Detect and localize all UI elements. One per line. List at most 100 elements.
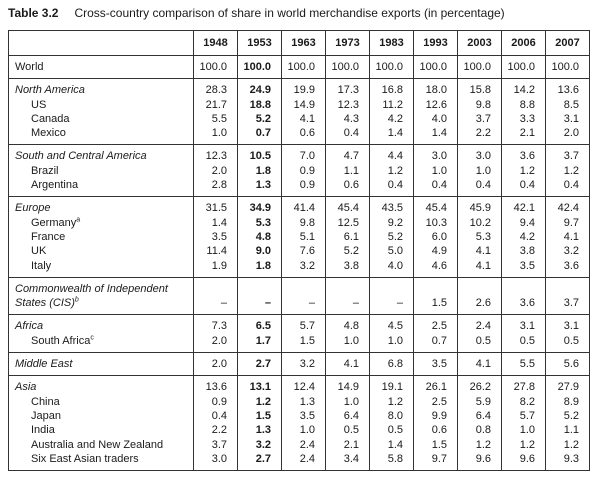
cell-value: 5.7	[501, 408, 546, 424]
cell-value: 0.8	[457, 423, 502, 438]
cell-value: 0.9	[281, 178, 326, 197]
row-label-text: India	[31, 424, 55, 437]
cell-value: 24.9	[237, 78, 282, 98]
cell-value: 1.5	[237, 408, 282, 424]
cell-value: 9.9	[413, 408, 458, 424]
cell-value: 8.5	[545, 97, 590, 112]
cell-value: 4.7	[325, 144, 370, 164]
cell-value: 2.8	[193, 178, 238, 197]
cell-value: 5.5	[193, 111, 238, 127]
cell-value: 0.5	[369, 423, 414, 438]
table-title: Cross-country comparison of share in wor…	[74, 6, 505, 20]
row-label-text: Commonwealth of Independent States (CIS)	[15, 282, 168, 310]
cell-value: 1.5	[413, 277, 458, 315]
row-label: Africa	[8, 314, 194, 334]
table-row: Argentina 2.8 1.3 0.9 0.6 0.4 0.4 0.4 0.4 0.4	[8, 178, 590, 197]
cell-value: 5.2	[369, 229, 414, 245]
table-row: UK 11.4 9.0 7.6 5.2 5.0 4.9 4.1 3.8 3.2	[8, 244, 590, 259]
cell-value: 5.9	[457, 394, 502, 409]
cell-value: 3.7	[545, 144, 590, 164]
cell-value: 21.7	[193, 97, 238, 112]
table-row: China 0.9 1.2 1.3 1.0 1.2 2.5 5.9 8.2 8.9	[8, 394, 590, 409]
cell-value: 1.5	[413, 437, 458, 452]
column-header: 1993	[413, 30, 458, 56]
cell-value: 1.8	[237, 163, 282, 179]
section: Middle East 2.0 2.7 3.2 4.1 6.8 3.5 4.1 5.5 5.6	[8, 352, 590, 376]
cell-value: 41.4	[281, 196, 326, 216]
cell-value: 4.1	[325, 352, 370, 376]
cell-value: 2.1	[501, 126, 546, 145]
cell-value: 18.0	[413, 78, 458, 98]
table-row: Japan 0.4 1.5 3.5 6.4 8.0 9.9 6.4 5.7 5.2	[8, 408, 590, 424]
row-label-text: South Africa	[31, 334, 91, 347]
cell-value: 1.4	[413, 126, 458, 145]
table-row: India 2.2 1.3 1.0 0.5 0.5 0.6 0.8 1.0 1.1	[8, 423, 590, 438]
cell-value: 1.3	[237, 178, 282, 197]
cell-value: 4.1	[457, 258, 502, 278]
cell-value: 1.0	[325, 394, 370, 409]
cell-value: 4.0	[369, 258, 414, 278]
cell-value: 2.1	[325, 437, 370, 452]
table-row: France 3.5 4.8 5.1 6.1 5.2 6.0 5.3 4.2 4.1	[8, 229, 590, 245]
cell-value: 1.2	[237, 394, 282, 409]
cell-value: 3.7	[193, 437, 238, 452]
cell-value: 6.0	[413, 229, 458, 245]
row-label-text: Middle East	[15, 358, 73, 371]
table-row: Brazil 2.0 1.8 0.9 1.1 1.2 1.0 1.0 1.2 1.2	[8, 163, 590, 179]
cell-value: 0.6	[413, 423, 458, 438]
table-number: Table 3.2	[8, 6, 59, 20]
column-header: 1953	[237, 30, 282, 56]
cell-value: 0.4	[501, 178, 546, 197]
cell-value: 9.7	[545, 215, 590, 230]
cell-value: 28.3	[193, 78, 238, 98]
cell-value: 10.5	[237, 144, 282, 164]
row-label: Brazil	[8, 163, 194, 179]
row-label-text: US	[31, 98, 47, 111]
cell-value: 12.3	[193, 144, 238, 164]
cell-value: 5.1	[281, 229, 326, 245]
cell-value: 10.2	[457, 215, 502, 230]
cell-value: 3.6	[545, 258, 590, 278]
cell-value: 10.3	[413, 215, 458, 230]
cell-value: 0.4	[193, 408, 238, 424]
row-label-text: Europe	[15, 202, 51, 215]
cell-value: 3.2	[237, 437, 282, 452]
cell-value: 6.4	[325, 408, 370, 424]
cell-value: 100.0	[413, 55, 458, 79]
cell-value: 4.1	[545, 229, 590, 245]
cell-value: 1.0	[413, 163, 458, 179]
cell-value: 43.5	[369, 196, 414, 216]
cell-value: 13.6	[545, 78, 590, 98]
cell-value: 0.5	[325, 423, 370, 438]
column-header: 2006	[501, 30, 546, 56]
cell-value: 9.3	[545, 451, 590, 471]
cell-value: 3.6	[501, 144, 546, 164]
row-label: Six East Asian traders	[8, 451, 194, 471]
cell-value: 4.5	[369, 314, 414, 334]
table-row: North America 28.3 24.9 19.9 17.3 16.8 18.0 15.…	[8, 78, 590, 98]
row-label: Europe	[8, 196, 194, 216]
cell-value: 1.3	[281, 394, 326, 409]
cell-value: 1.2	[545, 437, 590, 452]
table-row: Commonwealth of Independent States (CIS)…	[8, 277, 590, 315]
cell-value: 1.2	[369, 163, 414, 179]
row-label-text: France	[31, 230, 66, 243]
cell-value: 100.0	[193, 55, 238, 79]
cell-value: –	[281, 277, 326, 315]
cell-value: 27.9	[545, 375, 590, 395]
cell-value: 1.1	[325, 163, 370, 179]
cell-value: 1.3	[237, 423, 282, 438]
cell-value: –	[325, 277, 370, 315]
cell-value: 3.0	[457, 144, 502, 164]
cell-value: 1.1	[545, 423, 590, 438]
cell-value: 14.2	[501, 78, 546, 98]
cell-value: 9.8	[281, 215, 326, 230]
cell-value: 6.8	[369, 352, 414, 376]
row-label-text: Asia	[15, 381, 37, 394]
cell-value: 11.2	[369, 97, 414, 112]
cell-value: 3.5	[281, 408, 326, 424]
cell-value: 1.8	[237, 258, 282, 278]
table-row: Middle East 2.0 2.7 3.2 4.1 6.8 3.5 4.1 5.5 5.6	[8, 352, 590, 376]
cell-value: 9.4	[501, 215, 546, 230]
